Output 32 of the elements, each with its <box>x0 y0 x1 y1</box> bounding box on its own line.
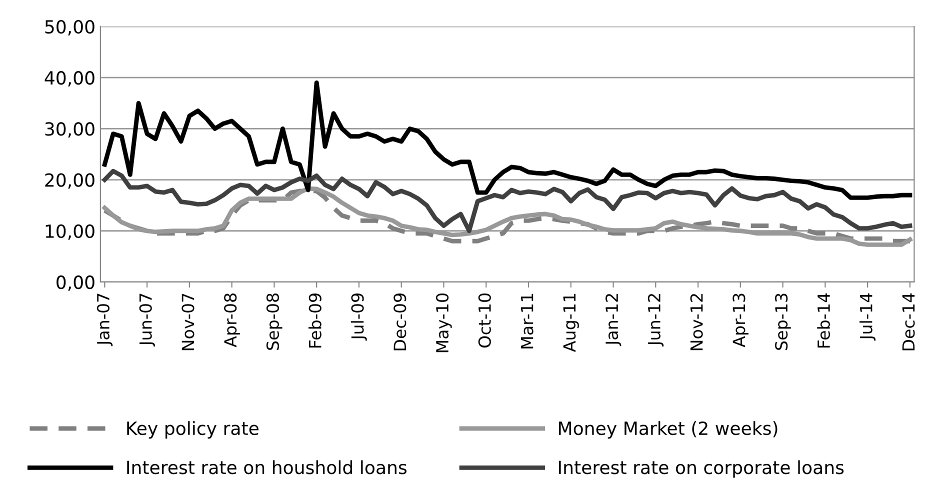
x-tick-label: Dec-09 <box>394 294 406 350</box>
x-tick-label: May-10 <box>436 293 452 352</box>
x-tick-label: Jan-12 <box>606 294 622 346</box>
y-tick-label: 40,00 <box>44 71 94 87</box>
x-tick-label: Oct-10 <box>478 293 491 348</box>
legend-label: Key policy rate <box>127 421 258 439</box>
x-tick-label: Jul-14 <box>860 293 876 341</box>
legend-label: Interest rate on houshold loans <box>127 460 407 474</box>
x-tick-label: Nov-07 <box>182 294 194 350</box>
x-tick-label: Feb-14 <box>817 293 830 348</box>
x-tick-label: Jul-09 <box>350 294 367 341</box>
x-tick-label: Feb-09 <box>308 294 322 348</box>
line-series <box>102 80 912 200</box>
x-tick-label: Jun-07 <box>139 294 155 347</box>
x-tick-label: Apr-13 <box>732 294 748 348</box>
y-tick-label: 20,00 <box>45 173 94 189</box>
x-tick-label: Dec-14 <box>902 293 915 350</box>
y-tick-label: 50,00 <box>45 20 94 36</box>
x-tick-label: Jun-12 <box>648 294 664 347</box>
legend-label: Money Market (2 weeks) <box>559 421 778 439</box>
x-tick-label: Nov-12 <box>690 294 703 350</box>
x-tick-label: Aug-11 <box>563 294 579 352</box>
x-tick-label: Apr-08 <box>224 294 240 348</box>
line-series <box>102 168 912 234</box>
x-tick-label: Sep-13 <box>775 294 791 350</box>
legend-label: Interest rate on corporate loans <box>559 460 844 478</box>
x-tick-label: Mar-11 <box>520 294 534 348</box>
y-tick-label: 0,00 <box>56 275 94 291</box>
x-tick-label: Sep-08 <box>266 294 282 350</box>
x-tick-label: Jan-07 <box>96 294 113 346</box>
y-tick-label: 30,00 <box>45 122 94 138</box>
y-tick-label: 10,00 <box>46 224 94 240</box>
